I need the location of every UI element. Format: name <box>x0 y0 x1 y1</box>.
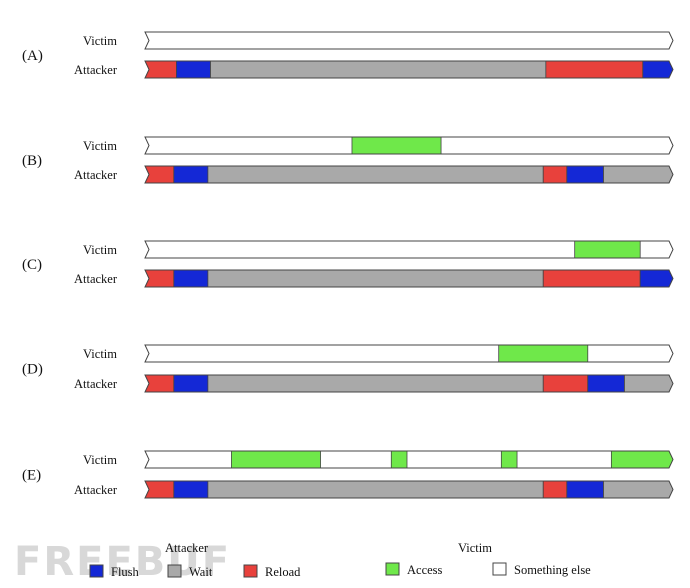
attacker-segment-reload <box>145 270 175 287</box>
attacker-segment-wait <box>207 270 544 287</box>
attacker-segment-flush <box>587 375 625 392</box>
victim-segment-access <box>574 241 641 258</box>
attacker-segment-wait <box>603 166 673 183</box>
attacker-segment-flush <box>642 61 673 78</box>
attacker-segment-reload <box>542 166 568 183</box>
victim-bar-background <box>145 241 673 258</box>
legend-swatch-other <box>492 562 507 576</box>
legend: Attacker Victim Flush Wait Reload Access Somet… <box>89 541 591 579</box>
attacker-segment-reload <box>542 270 641 287</box>
attacker-segment-wait <box>207 375 544 392</box>
attacker-bar-outline <box>144 165 674 184</box>
legend-label-reload: Reload <box>265 565 301 579</box>
attacker-segment-flush <box>566 166 604 183</box>
attacker-segment-wait <box>207 481 544 498</box>
legend-attacker-title: Attacker <box>165 541 209 555</box>
victim-segment-access <box>231 451 321 468</box>
legend-swatch-reload <box>243 564 258 578</box>
attacker-segment-flush <box>566 481 604 498</box>
attacker-segment-flush <box>173 481 209 498</box>
attacker-segment-wait <box>207 166 544 183</box>
attacker-segment-reload <box>542 481 568 498</box>
panel-label: (C) <box>22 257 42 273</box>
attacker-segment-reload <box>542 375 589 392</box>
attacker-segment-flush <box>176 61 211 78</box>
victim-segment-access <box>498 345 589 362</box>
attacker-row-label: Attacker <box>74 377 118 391</box>
legend-swatch-flush <box>89 564 104 578</box>
victim-segment-access <box>500 451 518 468</box>
panel-e: (E) Victim Attacker <box>22 450 674 499</box>
attacker-segment-flush <box>173 270 209 287</box>
attacker-segment-reload <box>145 61 177 78</box>
attacker-segment-wait <box>624 375 673 392</box>
panel-label: (B) <box>22 153 42 169</box>
legend-swatch-wait <box>167 564 182 578</box>
attacker-segment-wait <box>603 481 673 498</box>
attacker-segment-flush <box>639 270 673 287</box>
victim-bar-outline <box>144 31 674 50</box>
panel-d: (D) Victim Attacker <box>22 344 674 393</box>
panel-label: (D) <box>22 362 43 378</box>
attacker-segment-reload <box>545 61 644 78</box>
attacker-segment-reload <box>145 166 175 183</box>
victim-bar-outline <box>144 450 674 469</box>
victim-bar-outline <box>144 136 674 155</box>
panel-a: (A) Victim Attacker <box>22 31 674 79</box>
victim-bar-background <box>145 451 673 468</box>
legend-label-flush: Flush <box>111 565 140 579</box>
legend-swatch-access <box>385 562 400 576</box>
watermark-text: FREEBUF <box>14 539 231 585</box>
victim-bar-outline <box>144 240 674 259</box>
attacker-bar-outline <box>144 374 674 393</box>
attacker-row-label: Attacker <box>74 168 118 182</box>
legend-label-other: Something else <box>514 563 591 577</box>
panel-label: (E) <box>22 468 41 484</box>
victim-bar-background <box>145 32 673 49</box>
attacker-segment-reload <box>145 375 175 392</box>
victim-segment-access <box>351 137 442 154</box>
panel-c: (C) Victim Attacker <box>22 240 674 288</box>
legend-label-wait: Wait <box>189 565 213 579</box>
attacker-segment-wait <box>210 61 547 78</box>
victim-bar-background <box>145 345 673 362</box>
panel-label: (A) <box>22 48 43 64</box>
attacker-row-label: Attacker <box>74 63 118 77</box>
attacker-segment-flush <box>173 375 209 392</box>
attacker-row-label: Attacker <box>74 272 118 286</box>
attacker-bar-outline <box>144 269 674 288</box>
attacker-bar-outline <box>144 480 674 499</box>
victim-segment-access <box>610 451 673 468</box>
victim-row-label: Victim <box>83 453 117 467</box>
attacker-row-label: Attacker <box>74 483 118 497</box>
panel-b: (B) Victim Attacker <box>22 136 674 184</box>
attacker-segment-reload <box>145 481 175 498</box>
victim-segment-access <box>390 451 408 468</box>
legend-label-access: Access <box>407 563 443 577</box>
attacker-segment-flush <box>173 166 209 183</box>
victim-row-label: Victim <box>83 34 117 48</box>
attacker-bar-outline <box>144 60 674 79</box>
victim-row-label: Victim <box>83 139 117 153</box>
legend-victim-title: Victim <box>458 541 492 555</box>
victim-bar-outline <box>144 344 674 363</box>
victim-row-label: Victim <box>83 243 117 257</box>
victim-row-label: Victim <box>83 347 117 361</box>
